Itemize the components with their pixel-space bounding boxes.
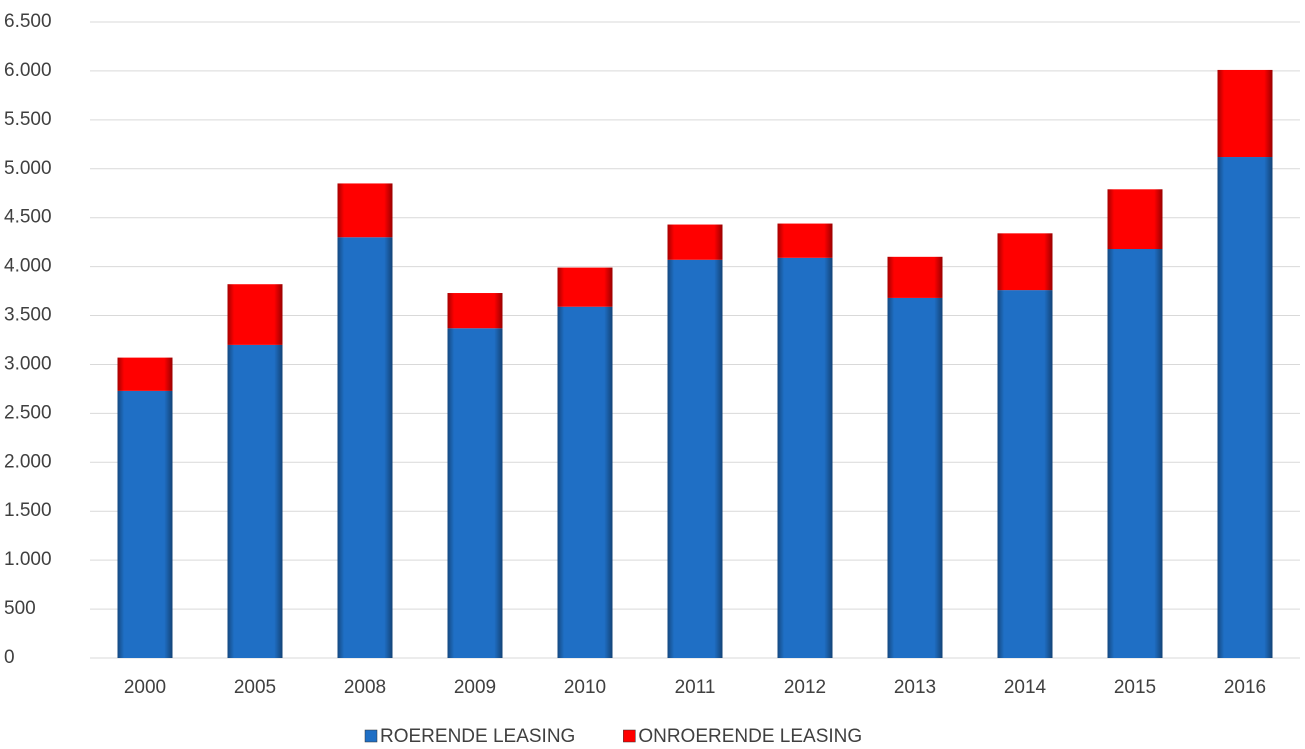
bar-shade [667, 224, 723, 260]
bar-shade [227, 344, 283, 658]
bar-shade [777, 223, 833, 258]
bar-shade [1217, 157, 1273, 658]
x-tick-label: 2012 [784, 677, 826, 698]
y-tick-label: 6.500 [4, 11, 52, 32]
y-tick-label: 500 [4, 598, 36, 619]
y-tick-label: 3.500 [4, 305, 52, 326]
bar-shade [557, 267, 613, 307]
y-tick-label: 5.500 [4, 109, 52, 130]
y-tick-label: 2.000 [4, 451, 52, 472]
y-tick-label: 1.000 [4, 549, 52, 570]
x-tick-label: 2008 [344, 677, 386, 698]
legend-label: ONROERENDE LEASING [638, 726, 862, 747]
bar-shade [117, 357, 173, 391]
y-tick-label: 4.500 [4, 207, 52, 228]
bar-shade [447, 328, 503, 658]
bar-shade [997, 233, 1053, 291]
bar-shade [1107, 249, 1163, 658]
bar-shade [777, 257, 833, 658]
bar-shade [1217, 69, 1273, 158]
bar-shade [447, 293, 503, 329]
bar-shade [887, 256, 943, 298]
bar-shade [997, 290, 1053, 658]
x-tick-label: 2016 [1224, 677, 1266, 698]
bar-shade [337, 237, 393, 658]
y-tick-label: 2.500 [4, 402, 52, 423]
bar-shade [337, 183, 393, 238]
legend-swatch [623, 729, 636, 743]
y-tick-label: 0 [4, 647, 15, 668]
x-tick-label: 2009 [454, 677, 496, 698]
bar-shade [557, 306, 613, 658]
bar-shade [227, 284, 283, 345]
x-tick-label: 2005 [234, 677, 276, 698]
y-tick-label: 4.000 [4, 256, 52, 277]
x-tick-label: 2014 [1004, 677, 1047, 698]
x-tick-label: 2015 [1114, 677, 1156, 698]
bar-shade [887, 297, 943, 658]
bar-shade [1107, 189, 1163, 250]
x-tick-label: 2000 [124, 677, 166, 698]
y-tick-label: 5.000 [4, 158, 52, 179]
y-tick-label: 3.000 [4, 353, 52, 374]
y-tick-label: 6.000 [4, 60, 52, 81]
y-tick-label: 1.500 [4, 500, 52, 521]
x-tick-label: 2013 [894, 677, 936, 698]
bar-shade [667, 259, 723, 658]
x-tick-label: 2011 [675, 677, 716, 698]
legend-swatch [364, 729, 378, 743]
bar-shade [117, 390, 173, 658]
legend-label: ROERENDE LEASING [380, 726, 575, 747]
x-tick-label: 2010 [564, 677, 606, 698]
